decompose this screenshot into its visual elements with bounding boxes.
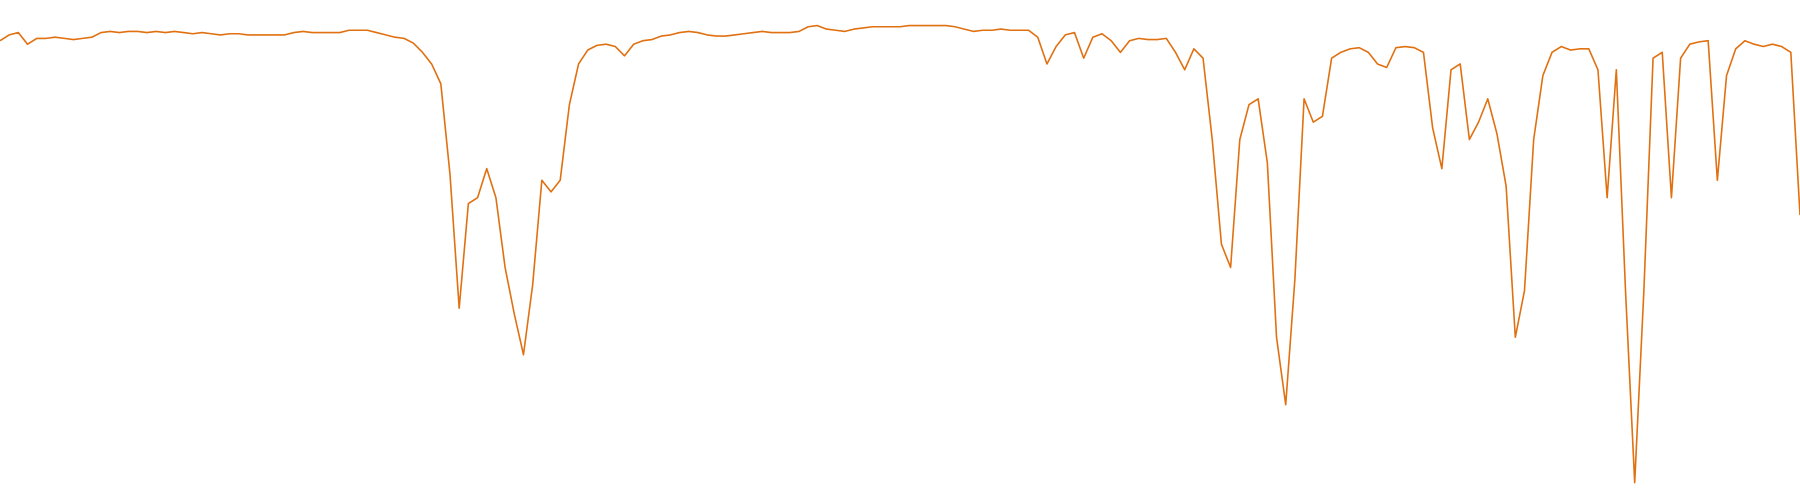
line-series xyxy=(0,24,1800,484)
